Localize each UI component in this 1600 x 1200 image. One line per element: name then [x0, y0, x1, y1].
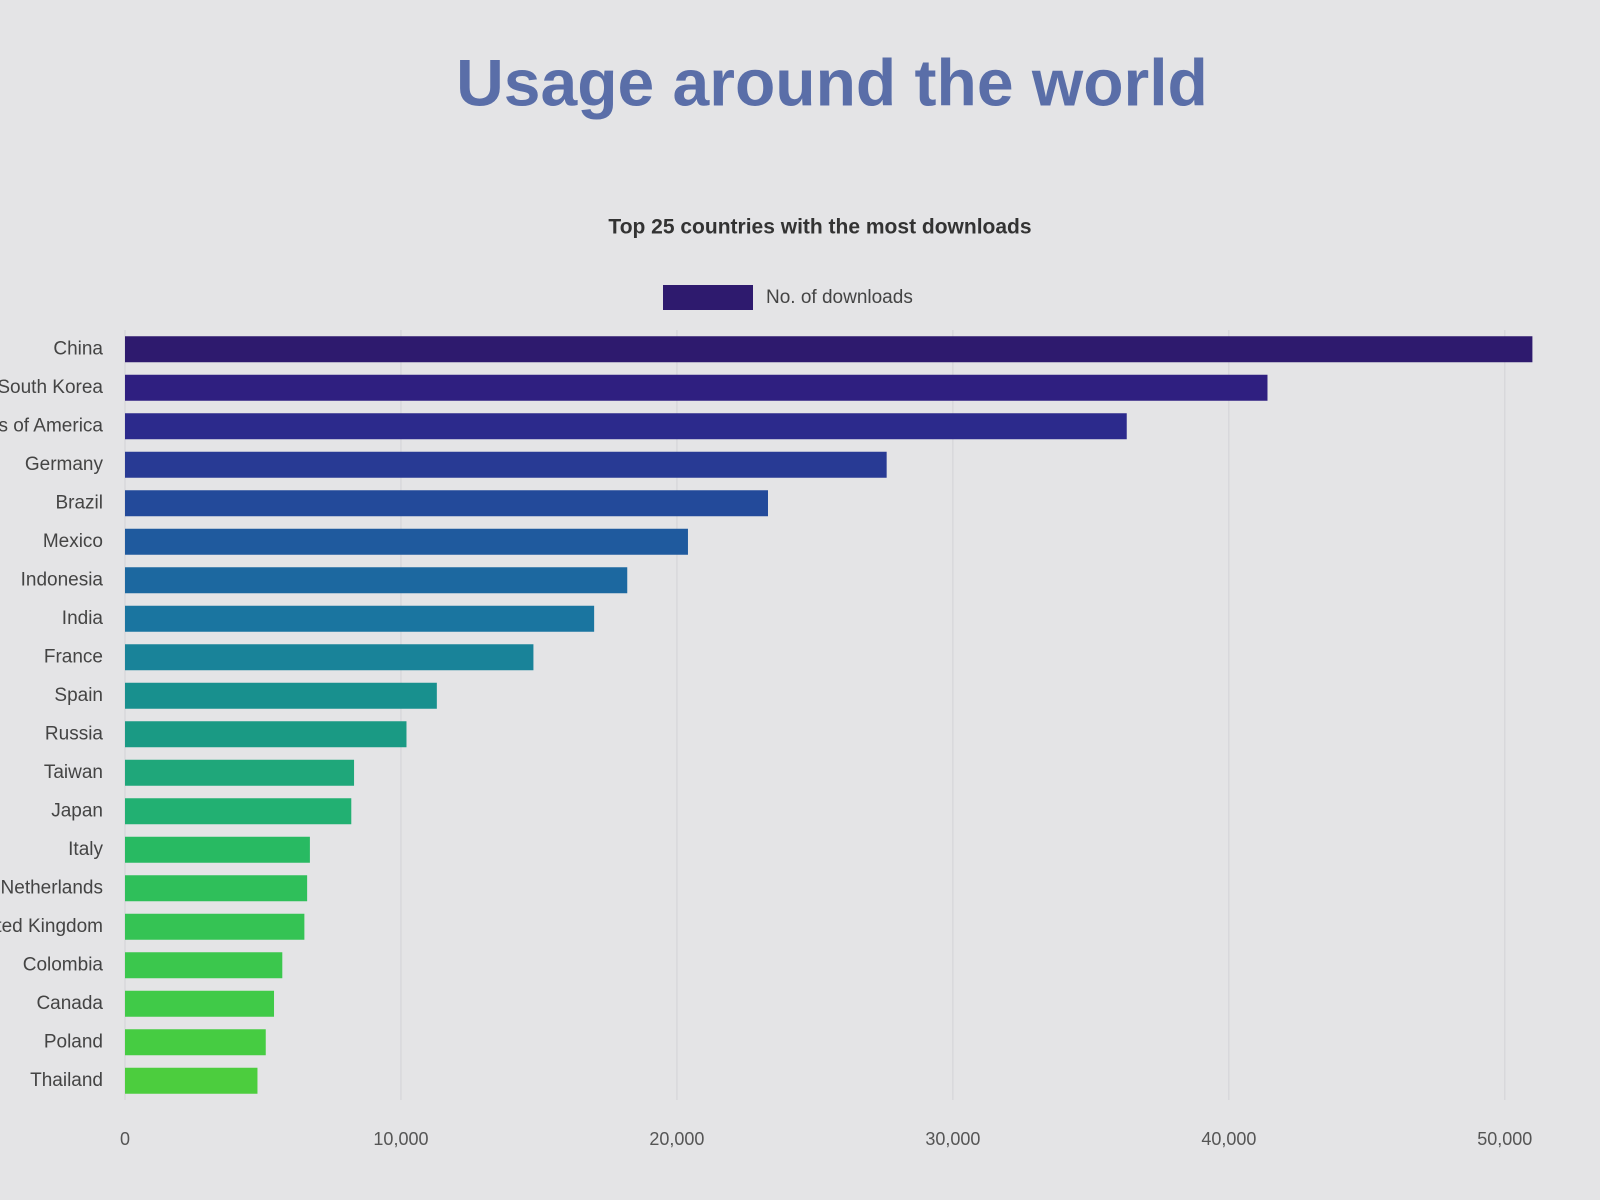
bar: [125, 336, 1533, 363]
bar: [125, 413, 1127, 440]
legend-label: No. of downloads: [766, 287, 913, 308]
bar: [125, 374, 1268, 401]
bar: [125, 798, 352, 825]
chart-subtitle: Top 25 countries with the most downloads: [608, 216, 1031, 239]
bar: [125, 605, 595, 632]
bar: [125, 451, 887, 478]
bar: [125, 875, 308, 902]
y-tick-label: Mexico: [43, 531, 103, 552]
y-tick-label: Germany: [25, 454, 104, 475]
bar: [125, 682, 437, 709]
bar: [125, 952, 283, 979]
bar: [125, 836, 310, 863]
y-tick-label: Russia: [45, 723, 104, 744]
chart-title: Usage around the world: [456, 45, 1208, 119]
bar: [125, 644, 534, 671]
bar: [125, 1067, 258, 1094]
y-tick-label: South Korea: [0, 377, 103, 398]
x-tick-label: 20,000: [649, 1129, 704, 1149]
y-tick-label: Italy: [68, 839, 103, 860]
legend-swatch: [663, 285, 753, 310]
bar: [125, 721, 407, 748]
bar: [125, 1029, 266, 1056]
x-tick-label: 40,000: [1201, 1129, 1256, 1149]
y-tick-label: Canada: [36, 993, 103, 1014]
y-tick-label: United Kingdom: [0, 916, 103, 937]
y-tick-label: India: [62, 608, 104, 629]
y-tick-label: Spain: [54, 685, 103, 706]
y-tick-label: Netherlands: [1, 877, 103, 898]
y-tick-label: Japan: [51, 800, 103, 821]
y-tick-label: Thailand: [30, 1070, 103, 1091]
x-tick-label: 10,000: [373, 1129, 428, 1149]
bar: [125, 567, 628, 594]
bar: [125, 759, 355, 786]
bar: [125, 913, 305, 940]
y-tick-label: Brazil: [55, 492, 103, 513]
y-tick-label: Indonesia: [21, 569, 104, 590]
x-tick-label: 30,000: [925, 1129, 980, 1149]
y-tick-label: United States of America: [0, 415, 103, 436]
x-tick-label: 50,000: [1477, 1129, 1532, 1149]
bar: [125, 528, 688, 555]
y-tick-label: France: [44, 646, 103, 667]
y-tick-label: China: [53, 338, 103, 359]
y-tick-label: Colombia: [23, 954, 104, 975]
bar: [125, 490, 768, 517]
y-tick-label: Taiwan: [44, 762, 103, 783]
x-tick-label: 0: [120, 1129, 130, 1149]
y-tick-label: Poland: [44, 1031, 103, 1052]
bar: [125, 990, 275, 1017]
